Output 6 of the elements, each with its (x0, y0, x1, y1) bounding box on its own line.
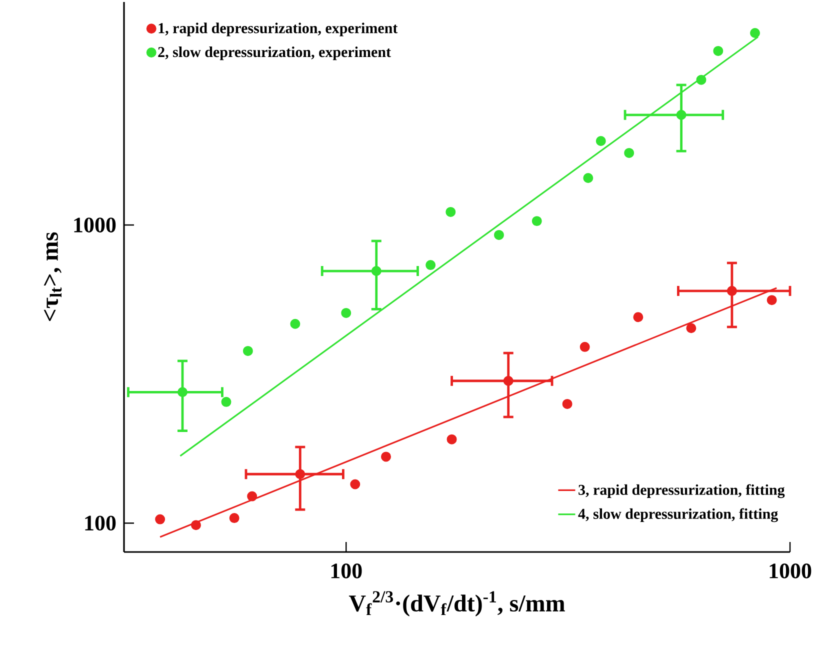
legend-label: 1, rapid depressurization, experiment (158, 22, 398, 36)
legend-label: 4, slow depressurization, fitting (578, 508, 778, 522)
x-axis-title: V$_{f}$$^{2/3}$·(dV$_{f}$/dt)$^{-1}$, s/mm (348, 591, 565, 616)
legend-label: 3, rapid depressurization, fitting (578, 484, 785, 498)
y-axis-title: <τ$_{lt}$>, ms (44, 232, 62, 322)
legend-label: 2, slow depressurization, experiment (158, 46, 391, 60)
